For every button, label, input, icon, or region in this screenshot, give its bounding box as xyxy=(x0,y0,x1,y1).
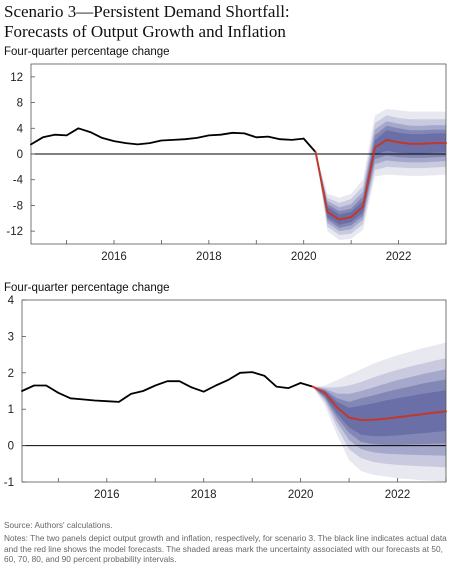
chart-title: Scenario 3—Persistent Demand Shortfall: … xyxy=(4,2,456,42)
y-tick-label: 1 xyxy=(8,404,14,416)
x-tick-label: 2016 xyxy=(101,251,127,263)
y-tick-label: -4 xyxy=(13,175,24,187)
y-tick-label: 4 xyxy=(17,123,24,135)
y-tick-label: 2 xyxy=(8,368,14,380)
y-tick-label: -8 xyxy=(13,200,23,212)
x-tick-label: 2018 xyxy=(191,489,217,501)
y-tick-label: 4 xyxy=(8,295,15,307)
actual-line xyxy=(30,127,305,146)
y-tick-label: -1 xyxy=(4,477,14,489)
actual-line xyxy=(21,371,302,403)
y-axis-label: Four-quarter percentage change xyxy=(4,282,170,294)
forecast-line xyxy=(314,138,447,221)
y-tick-label: 8 xyxy=(17,98,23,110)
output-growth-panel: Four-quarter percentage change 12 8 4 0 -4 -8 -… xyxy=(4,46,447,263)
x-tick-label: 2020 xyxy=(291,251,317,263)
title-line-2: Forecasts of Output Growth and Inflation xyxy=(4,22,286,41)
y-tick-label: -12 xyxy=(6,226,23,238)
y-axis-label: Four-quarter percentage change xyxy=(4,46,170,58)
y-tick-label: 0 xyxy=(8,441,14,453)
x-tick-label: 2016 xyxy=(94,489,120,501)
notes: Notes: The two panels depict output grow… xyxy=(4,533,447,564)
x-tick-label: 2020 xyxy=(288,489,314,501)
source-note: Source: Authors' calculations. xyxy=(4,520,113,530)
title-line-1: Scenario 3—Persistent Demand Shortfall: xyxy=(4,2,290,21)
forecast-line xyxy=(311,385,447,422)
y-tick-label: 3 xyxy=(8,331,14,343)
x-tick-label: 2022 xyxy=(385,489,411,501)
x-tick-label: 2018 xyxy=(196,251,222,263)
y-tick-label: 0 xyxy=(17,149,23,161)
y-tick-label: 12 xyxy=(10,72,23,84)
band-50-percent xyxy=(315,130,446,225)
actual-line xyxy=(302,137,317,153)
actual-line xyxy=(299,382,314,388)
x-tick-label: 2022 xyxy=(386,251,412,263)
band-50-percent xyxy=(312,386,446,437)
